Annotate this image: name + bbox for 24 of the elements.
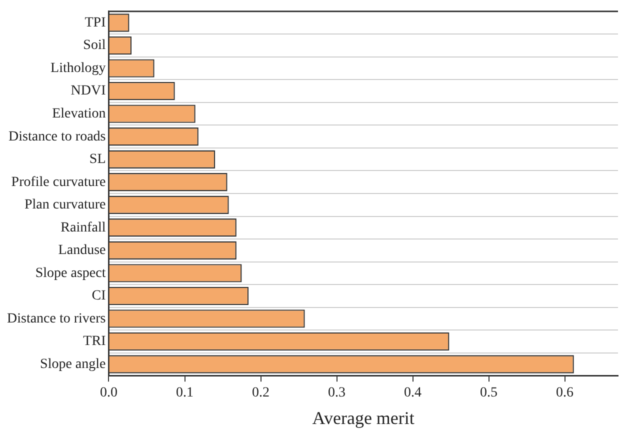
y-tick-label: Plan curvature [24,198,106,213]
x-tick-label: 0.2 [252,386,270,401]
y-tick-label: Elevation [52,106,106,122]
y-tick-label: NDVI [70,84,106,99]
x-tick-label: 0.5 [480,386,498,401]
x-tick-label: 0.0 [100,386,118,401]
y-tick-label: TRI [83,334,106,350]
x-tick-label: 0.4 [404,386,422,401]
x-axis-title: Average merit [312,408,414,428]
y-tick-label: Slope aspect [35,266,106,281]
y-tick-label: TPI [84,15,106,30]
y-tick-label: Landuse [58,243,106,258]
y-tick-label: SL [89,152,106,168]
x-tick-label: 0.3 [328,386,346,401]
y-tick-label: Soil [83,38,106,54]
y-tick-label: CI [92,288,106,304]
y-tick-label: Lithology [50,60,106,76]
x-tick-label: 0.1 [176,386,194,401]
y-tick-label: Profile curvature [11,174,106,190]
y-tick-label: Distance to roads [8,129,106,144]
x-tick-label: 0.6 [556,386,574,401]
y-tick-label: Slope angle [40,356,106,372]
y-tick-label: Distance to rivers [6,311,106,326]
y-tick-label: Rainfall [60,220,106,236]
